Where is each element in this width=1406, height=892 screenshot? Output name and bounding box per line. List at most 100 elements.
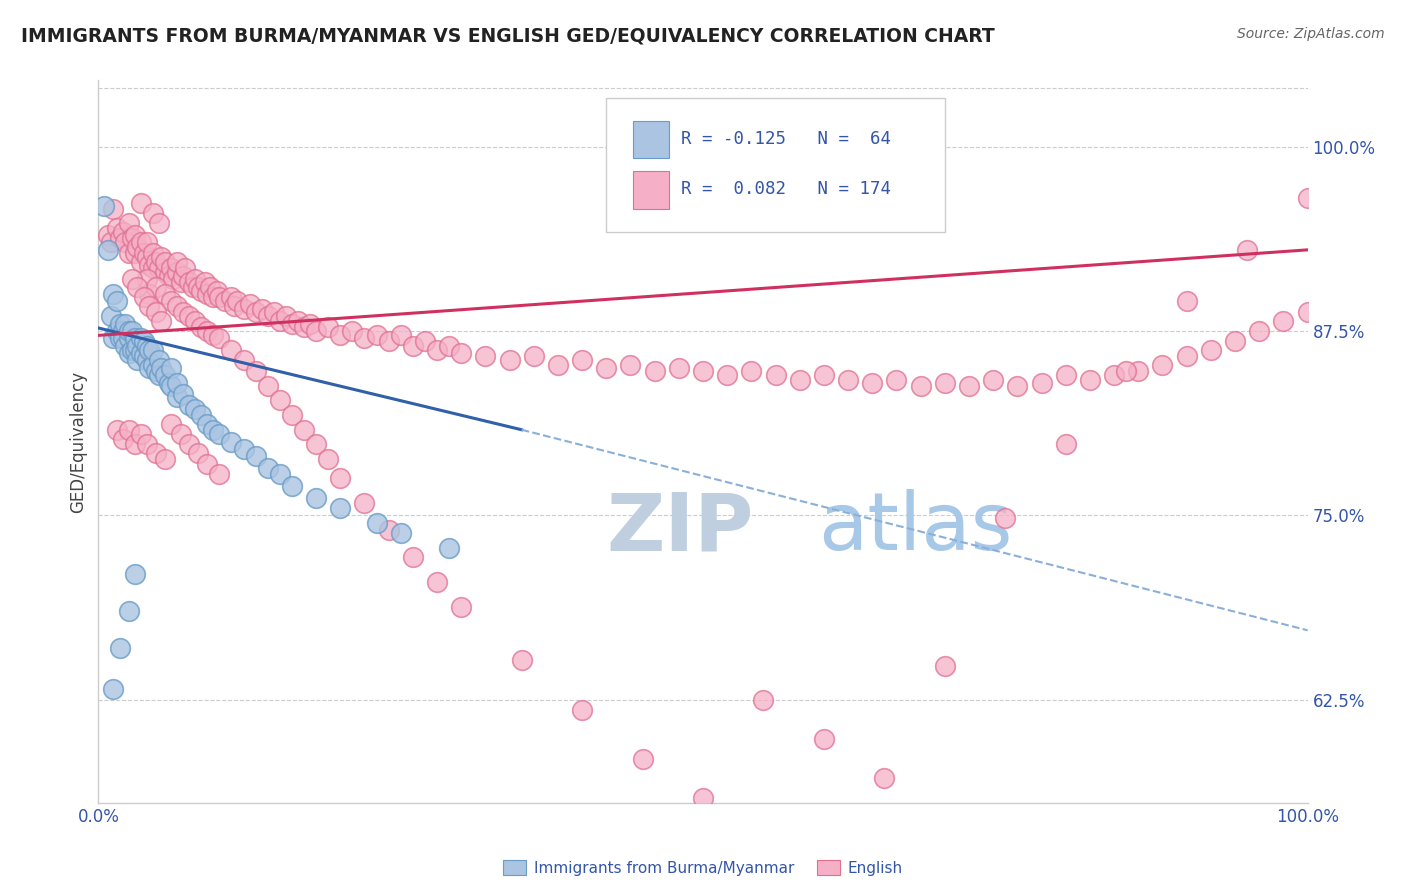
Point (202, 290, 225, 304)
Point (329, 328, 352, 343)
Point (108, 231, 131, 245)
Point (1115, 364, 1137, 378)
Point (162, 272, 184, 286)
Point (195, 417, 218, 431)
Point (389, 525, 412, 540)
Point (105, 220, 128, 235)
Point (145, 279, 167, 293)
Point (474, 349, 496, 363)
Point (269, 467, 291, 481)
Point (692, 364, 714, 378)
Point (184, 272, 207, 286)
Point (692, 791, 714, 805)
Point (305, 324, 328, 338)
Point (169, 427, 191, 442)
Point (148, 260, 170, 275)
Point (353, 496, 375, 510)
Point (1296, 191, 1319, 205)
Point (366, 516, 388, 530)
Point (377, 334, 399, 349)
Point (145, 305, 167, 319)
Point (208, 427, 231, 442)
Point (138, 299, 160, 313)
Point (108, 331, 131, 345)
Point (157, 376, 180, 390)
Text: Source: ZipAtlas.com: Source: ZipAtlas.com (1237, 27, 1385, 41)
Point (232, 442, 254, 456)
Point (134, 290, 156, 304)
Point (292, 319, 315, 334)
Point (245, 364, 267, 378)
Point (281, 479, 304, 493)
Point (121, 324, 143, 338)
Point (124, 245, 146, 260)
Text: R = -0.125   N =  64: R = -0.125 N = 64 (682, 130, 891, 148)
Point (299, 317, 322, 331)
Point (214, 294, 236, 309)
Point (134, 245, 156, 260)
Text: R =  0.082   N = 174: R = 0.082 N = 174 (682, 180, 891, 198)
Point (100, 235, 122, 250)
Point (105, 294, 128, 309)
Point (281, 317, 304, 331)
Point (1031, 376, 1053, 390)
Point (145, 364, 167, 378)
Y-axis label: GED/Equivalency: GED/Equivalency (69, 370, 87, 513)
Point (97, 228, 120, 243)
Point (287, 313, 309, 327)
Point (208, 331, 231, 345)
FancyBboxPatch shape (633, 120, 669, 158)
Point (1078, 373, 1101, 387)
Point (1054, 368, 1077, 383)
Point (166, 390, 188, 404)
Point (245, 450, 267, 464)
Point (437, 541, 460, 555)
Point (1128, 364, 1150, 378)
Point (402, 549, 425, 564)
Point (179, 275, 201, 289)
Point (172, 387, 194, 401)
Point (121, 343, 143, 358)
Point (121, 272, 143, 286)
Point (153, 254, 176, 268)
Point (138, 258, 160, 272)
Point (114, 235, 136, 250)
Point (981, 373, 1004, 387)
Point (269, 313, 291, 327)
Point (353, 331, 375, 345)
Point (342, 324, 364, 338)
Point (547, 358, 569, 372)
Point (595, 360, 617, 375)
Point (150, 313, 173, 327)
Point (101, 331, 124, 345)
Point (108, 640, 131, 655)
Point (208, 467, 231, 481)
Point (135, 272, 157, 286)
Point (105, 423, 128, 437)
Point (437, 339, 460, 353)
Point (172, 269, 194, 284)
Point (118, 423, 141, 437)
Point (198, 279, 221, 293)
Point (250, 301, 273, 316)
Point (1007, 378, 1029, 392)
Point (134, 334, 156, 349)
Point (160, 294, 183, 309)
Point (179, 398, 201, 412)
Point (166, 254, 188, 268)
Point (111, 324, 134, 338)
Point (114, 339, 136, 353)
Text: ZIP: ZIP (606, 489, 754, 567)
Point (166, 299, 188, 313)
Point (157, 269, 180, 284)
Point (571, 353, 593, 368)
Point (118, 216, 141, 230)
Point (101, 287, 124, 301)
Point (142, 260, 165, 275)
Point (184, 402, 207, 417)
Point (644, 364, 666, 378)
Point (221, 343, 243, 358)
Point (124, 228, 146, 243)
Point (523, 349, 546, 363)
Point (1272, 313, 1295, 327)
